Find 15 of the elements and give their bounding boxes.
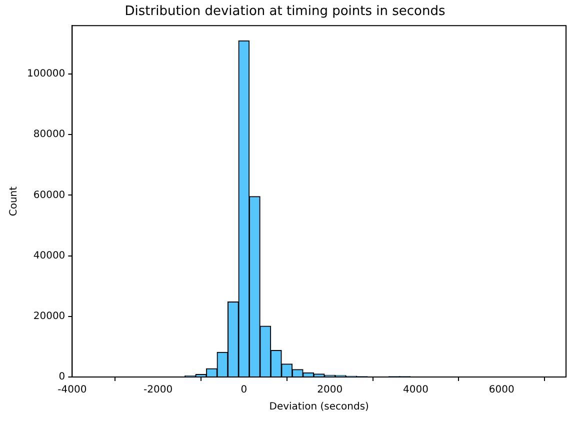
y-tick-label: 80000 [33,129,66,140]
y-tick-label: 20000 [33,311,66,322]
x-tick-label: 2000 [317,384,343,396]
y-axis-title: Count [8,186,20,216]
y-tick-label: 100000 [26,68,66,80]
x-tick-label: 0 [240,384,248,396]
x-tick-label: -2000 [144,384,173,396]
x-tick-label: 4000 [402,384,428,396]
y-tick-label: 60000 [33,190,66,201]
y-tick-label: 40000 [33,250,66,262]
x-tick-label: -4000 [58,384,87,396]
chart-title: Distribution deviation at timing points in seconds [124,4,446,20]
x-tick-label: 6000 [488,384,514,396]
x-axis-title: Deviation (seconds) [269,402,370,413]
y-tick-label: 0 [58,372,66,383]
